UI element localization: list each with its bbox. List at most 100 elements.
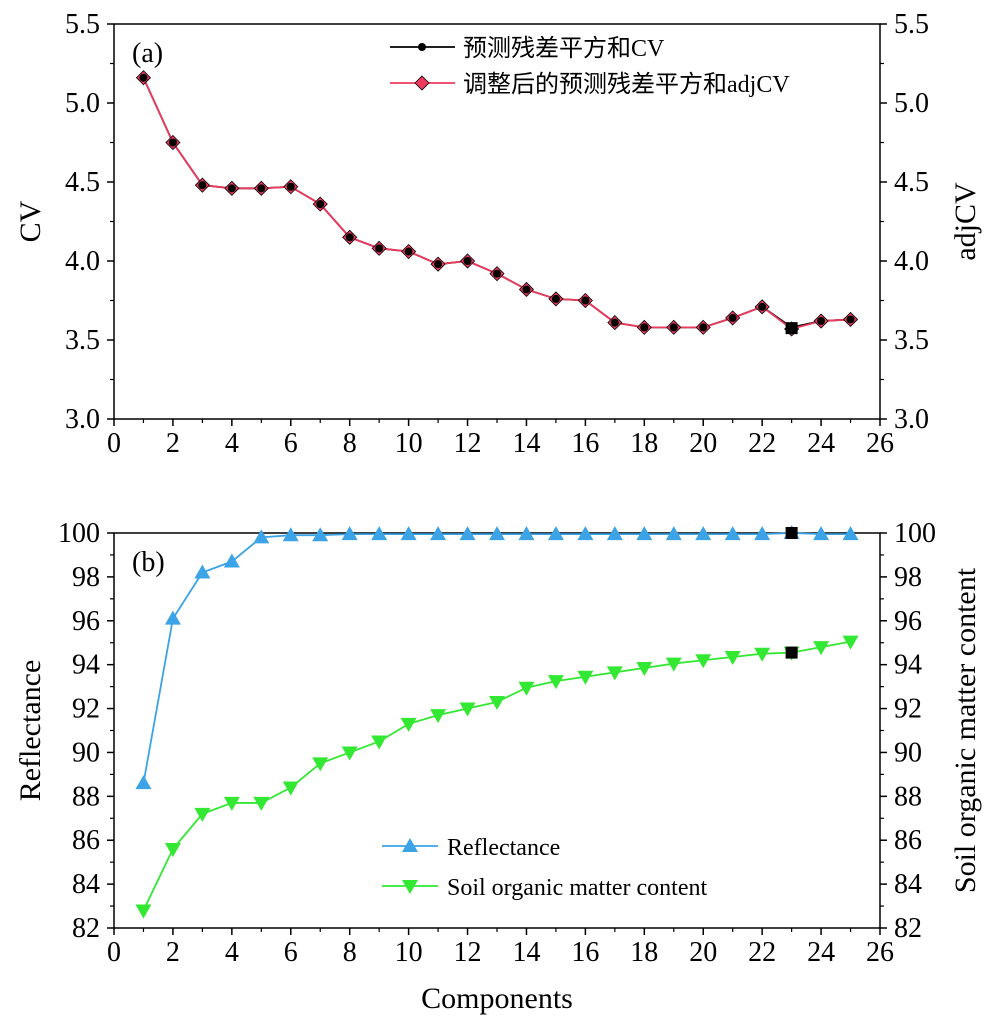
- y-axis-title: CV: [14, 200, 47, 242]
- cv-data-point: [345, 233, 354, 242]
- y-right-axis-title: Soil organic matter content: [949, 567, 982, 893]
- legend: 预测残差平方和CV 调整后的预测残差平方和adjCV: [390, 35, 790, 98]
- y-right-tick-label: 5.0: [894, 88, 929, 119]
- y-tick-label: 94: [72, 650, 100, 681]
- data-point: [636, 661, 653, 676]
- x-tick-label: 26: [866, 428, 894, 459]
- data-point: [665, 526, 682, 541]
- data-point: [223, 553, 240, 568]
- x-tick-label: 24: [807, 937, 835, 968]
- y-right-tick-label: 92: [894, 694, 922, 725]
- data-point: [518, 526, 535, 541]
- data-point: [547, 526, 564, 541]
- data-point: [547, 675, 564, 690]
- data-point: [724, 526, 741, 541]
- legend-label: Soil organic matter content: [447, 875, 707, 901]
- y-tick-label: 3.0: [65, 404, 100, 435]
- data-point: [253, 529, 270, 544]
- y-tick-label: 84: [72, 869, 100, 900]
- optimal-component-marker: [785, 646, 798, 659]
- data-point: [459, 526, 476, 541]
- cv-data-point: [669, 323, 678, 332]
- x-tick-label: 12: [454, 428, 482, 459]
- data-point: [577, 670, 594, 685]
- data-point: [194, 807, 211, 822]
- data-point: [164, 610, 181, 625]
- cv-data-point: [728, 313, 737, 322]
- data-point: [371, 526, 388, 541]
- series-2: [135, 70, 859, 337]
- cv-data-point: [463, 257, 472, 265]
- data-point: [724, 650, 741, 665]
- x-tick-label: 24: [807, 428, 835, 459]
- y-tick-label: 82: [72, 913, 100, 944]
- cv-data-point: [286, 182, 295, 191]
- data-point: [312, 527, 329, 542]
- data-point: [577, 526, 594, 541]
- y-tick-label: 3.5: [65, 325, 100, 356]
- y-right-tick-label: 90: [894, 737, 922, 768]
- cv-data-point: [375, 244, 384, 253]
- y-right-tick-label: 5.5: [894, 9, 929, 40]
- optimal-component-marker: [785, 527, 798, 539]
- panel-a: 0 2 4 6 8 10 12 14 16 18 20 22 24 263.03.54.04.55.05.…: [14, 9, 982, 459]
- x-tick-label: 14: [512, 937, 540, 968]
- x-tick-label: 22: [748, 428, 776, 459]
- cv-points-overlay: [139, 73, 855, 332]
- plot-frame: [113, 532, 881, 929]
- x-tick-label: 4: [225, 428, 239, 459]
- data-point: [400, 717, 417, 732]
- data-point: [518, 681, 535, 696]
- series-line: [142, 77, 851, 330]
- cv-data-point: [139, 73, 148, 82]
- cv-data-point: [610, 318, 619, 327]
- data-point: [135, 775, 152, 790]
- cv-data-point: [758, 302, 767, 311]
- data-point: [606, 666, 623, 681]
- panel-label: (a): [132, 38, 163, 69]
- cv-data-point: [168, 138, 177, 147]
- cv-data-point: [434, 260, 443, 269]
- data-point: [813, 526, 830, 541]
- cv-data-point: [640, 323, 649, 332]
- data-point: [400, 526, 417, 541]
- x-tick-label: 0: [107, 428, 121, 459]
- legend-marker: [418, 43, 426, 51]
- y-tick-label: 100: [58, 518, 100, 549]
- y-right-tick-label: 3.0: [894, 404, 929, 435]
- y-tick-label: 88: [72, 781, 100, 812]
- y-right-tick-label: 94: [894, 650, 922, 681]
- data-point: [371, 735, 388, 750]
- series-line: [142, 77, 851, 329]
- y-tick-label: 98: [72, 562, 100, 593]
- data-point: [842, 635, 859, 650]
- x-tick-label: 18: [630, 937, 658, 968]
- data-point: [164, 843, 181, 857]
- cv-data-point: [551, 294, 560, 303]
- x-tick-label: 26: [866, 937, 894, 968]
- series-line: [142, 532, 851, 784]
- data-point: [813, 641, 830, 656]
- x-tick-label: 14: [512, 428, 540, 459]
- y-right-tick-label: 96: [894, 606, 922, 637]
- y-tick-label: 86: [72, 825, 100, 856]
- y-right-axis-title: adjCV: [949, 182, 982, 261]
- data-point: [341, 526, 358, 541]
- cv-data-point: [581, 296, 590, 305]
- x-tick-label: 0: [107, 937, 121, 968]
- data-point: [695, 526, 712, 541]
- x-axis-title: Components: [421, 982, 573, 1015]
- x-tick-label: 10: [395, 428, 423, 459]
- data-point: [312, 757, 329, 772]
- y-right-tick-label: 82: [894, 913, 922, 944]
- legend: Reflectance Soil organic matter content: [382, 835, 707, 901]
- y-right-tick-label: 98: [894, 562, 922, 593]
- x-tick-label: 8: [343, 428, 357, 459]
- data-point: [489, 695, 505, 710]
- data-point: [253, 796, 270, 811]
- y-right-tick-label: 100: [894, 518, 936, 549]
- y-tick-label: 5.0: [65, 88, 100, 119]
- y-tick-label: 4.5: [65, 167, 100, 198]
- y-right-tick-label: 4.5: [894, 167, 929, 198]
- data-point: [489, 526, 505, 541]
